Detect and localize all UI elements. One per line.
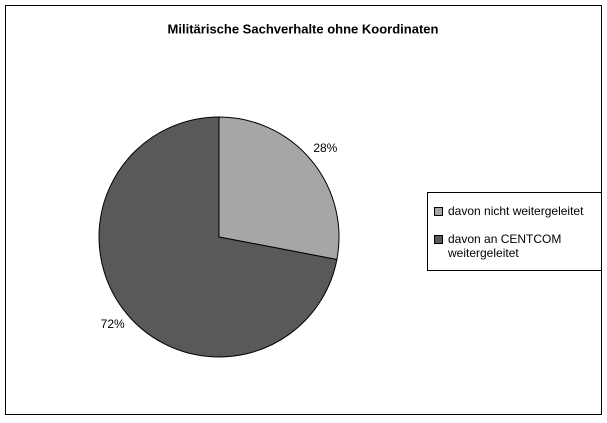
legend-label: davon an CENTCOM weitergeleitet [448, 232, 562, 260]
chart-title: Militärische Sachverhalte ohne Koordinat… [168, 21, 439, 36]
legend: davon nicht weitergeleitet davon an CENTC… [427, 192, 602, 271]
pie-slice [98, 116, 338, 358]
legend-entry: davon nicht weitergeleitet [434, 204, 595, 218]
pie-slice [218, 116, 340, 261]
legend-entry: davon an CENTCOM weitergeleitet [434, 232, 595, 260]
legend-swatch [434, 235, 443, 244]
legend-swatch [434, 207, 443, 216]
legend-label: davon nicht weitergeleitet [448, 204, 584, 218]
data-label: 72% [101, 317, 125, 331]
data-label: 28% [313, 141, 337, 155]
